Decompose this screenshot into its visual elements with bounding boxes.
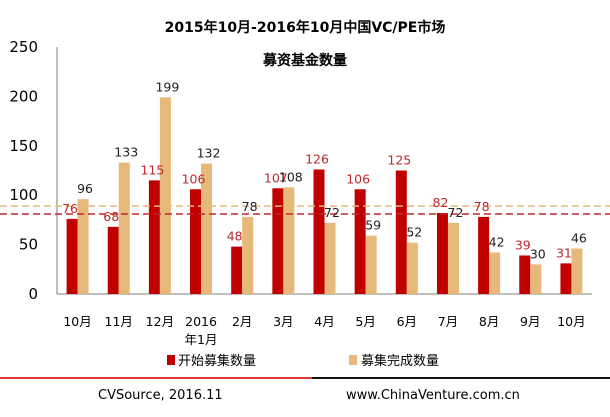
label-start-12: 31 — [556, 245, 572, 260]
footer-source: CVSource, 2016.11 — [98, 388, 223, 403]
legend: 开始募集数量 募集完成数量 — [167, 353, 439, 369]
bar-start-3 — [190, 189, 202, 294]
label-start-4: 48 — [227, 229, 243, 244]
x-tick-label-11-0: 9月 — [520, 314, 540, 329]
y-tick-label-3: 150 — [9, 137, 38, 155]
bar-complete-12 — [571, 248, 583, 294]
label-start-0: 76 — [62, 201, 78, 216]
label-complete-1: 133 — [114, 145, 138, 160]
chart-title: 2015年10月-2016年10月中国VC/PE市场 — [165, 19, 446, 36]
label-complete-11: 30 — [530, 246, 546, 261]
label-complete-0: 96 — [77, 181, 93, 196]
bar-start-12 — [560, 263, 572, 294]
label-start-5: 107 — [264, 170, 288, 185]
y-tick-label-4: 200 — [9, 87, 38, 105]
label-start-7: 106 — [346, 171, 370, 186]
bar-start-11 — [519, 255, 531, 294]
label-complete-7: 59 — [365, 218, 381, 233]
x-tick-label-9-0: 7月 — [438, 314, 458, 329]
bar-complete-9 — [447, 222, 459, 294]
bar-start-5 — [272, 188, 284, 294]
y-tick-label-0: 0 — [28, 285, 38, 303]
legend-swatch-start — [167, 355, 175, 365]
bar-complete-3 — [201, 163, 213, 294]
bar-start-6 — [313, 169, 325, 294]
chart-subtitle: 募资基金数量 — [262, 52, 347, 69]
bar-start-1 — [107, 226, 119, 294]
x-tick-label-2-0: 12月 — [146, 314, 174, 329]
y-tick-label-2: 100 — [9, 186, 38, 204]
label-complete-4: 78 — [242, 199, 258, 214]
x-tick-label-8-0: 6月 — [397, 314, 417, 329]
legend-swatch-complete — [349, 355, 357, 365]
x-tick-label-3-0: 2016 — [185, 314, 217, 329]
label-complete-8: 52 — [406, 225, 422, 240]
y-tick-label-1: 50 — [19, 236, 38, 254]
label-complete-12: 46 — [571, 231, 587, 246]
bar-complete-7 — [365, 235, 377, 294]
bar-complete-11 — [530, 264, 542, 294]
x-tick-label-4-0: 2月 — [232, 314, 252, 329]
bar-start-0 — [66, 218, 78, 294]
bar-complete-5 — [283, 187, 295, 294]
bar-complete-10 — [489, 252, 501, 294]
x-tick-label-10-0: 8月 — [479, 314, 499, 329]
label-start-3: 106 — [182, 171, 206, 186]
bar-complete-1 — [118, 162, 130, 294]
x-axis-categories: 10月 11月 12月 2016 年1月 2月 3月 4月 5月 6月 7月 8月 9月 10月 — [63, 314, 585, 347]
label-complete-10: 42 — [489, 235, 505, 250]
label-start-9: 82 — [433, 195, 449, 210]
label-complete-3: 132 — [197, 146, 221, 161]
x-tick-label-0-0: 10月 — [63, 314, 91, 329]
bar-complete-6 — [324, 222, 336, 294]
bar-start-9 — [436, 212, 448, 294]
bar-start-4 — [231, 246, 243, 294]
legend-label-start: 开始募集数量 — [178, 353, 256, 369]
label-start-2: 115 — [140, 162, 164, 177]
y-tick-label-5: 250 — [9, 38, 38, 56]
bar-complete-2 — [159, 97, 171, 294]
label-complete-5: 108 — [279, 169, 303, 184]
label-complete-9: 72 — [448, 205, 464, 220]
x-tick-label-7-0: 5月 — [355, 314, 375, 329]
label-complete-6: 72 — [324, 205, 340, 220]
label-start-11: 39 — [515, 237, 531, 252]
bar-complete-8 — [406, 242, 418, 294]
y-axis-ticks: 0 50 100 150 200 250 — [9, 38, 38, 303]
label-start-6: 126 — [305, 152, 329, 167]
bar-start-8 — [395, 170, 407, 294]
x-tick-label-12-0: 10月 — [557, 314, 585, 329]
label-complete-2: 199 — [155, 79, 179, 94]
bar-start-10 — [478, 216, 490, 294]
legend-label-complete: 募集完成数量 — [361, 353, 439, 369]
x-tick-label-6-0: 4月 — [314, 314, 334, 329]
label-start-10: 78 — [474, 199, 490, 214]
x-tick-label-5-0: 3月 — [273, 314, 293, 329]
bars-layer — [66, 97, 583, 294]
footer-website: www.ChinaVenture.com.cn — [346, 388, 520, 403]
bar-start-7 — [354, 189, 366, 294]
label-start-1: 68 — [103, 209, 119, 224]
x-tick-label-3-1: 年1月 — [185, 332, 218, 347]
x-tick-label-1-0: 11月 — [105, 314, 133, 329]
bar-complete-0 — [77, 199, 89, 294]
label-start-8: 125 — [387, 153, 411, 168]
bar-start-2 — [148, 180, 160, 294]
bar-complete-4 — [242, 216, 254, 294]
reference-lines — [0, 205, 610, 215]
